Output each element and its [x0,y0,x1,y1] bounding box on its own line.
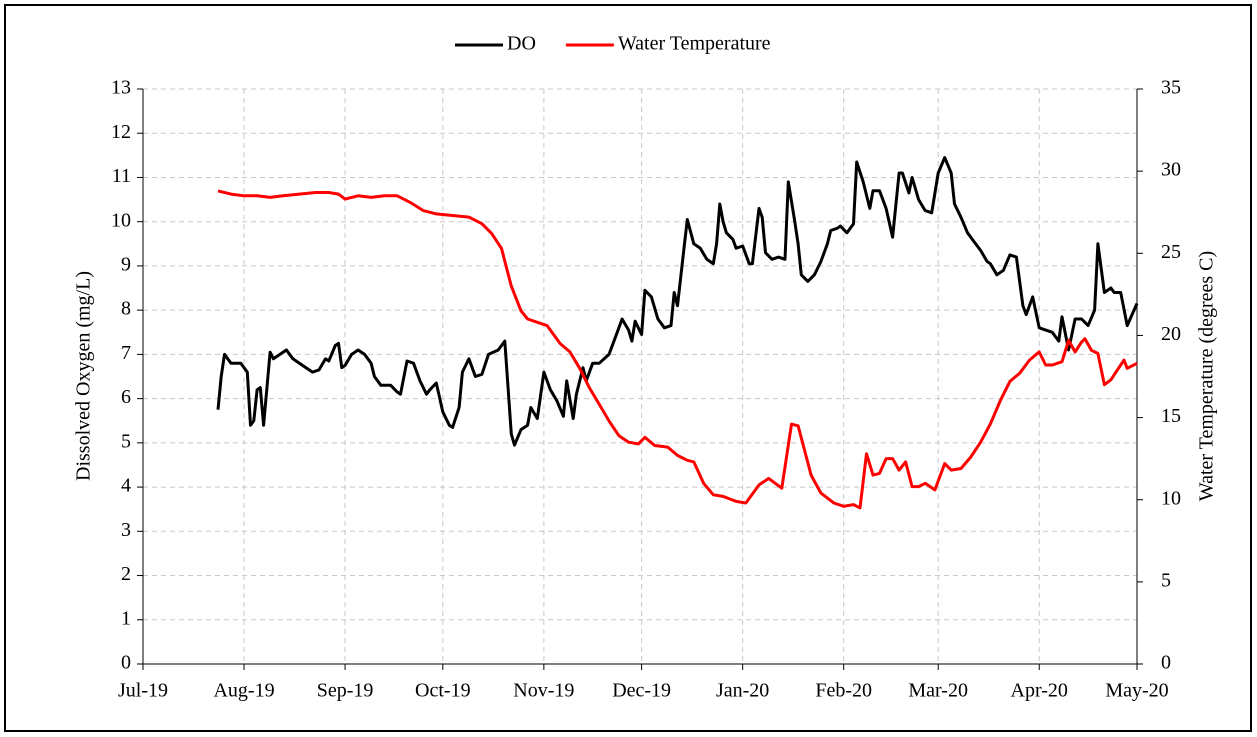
chart-border [4,4,1252,732]
y-tick-label: 1 [121,607,131,629]
data-line [217,189,1138,510]
y-tick-label: 13 [111,77,131,99]
x-tick-label: Jan-20 [716,680,769,702]
x-tick-label: Apr-20 [1011,680,1068,702]
y2-tick-label: 5 [1161,569,1171,591]
x-tick-label: Aug-19 [213,680,274,702]
x-tick-label: Mar-20 [908,680,968,702]
y-tick-label: 7 [121,342,131,364]
y2-tick-label: 15 [1161,405,1181,427]
x-tick-label: Oct-19 [415,680,471,702]
x-tick-label: May-20 [1105,680,1168,702]
legend-label: Water Temperature [618,33,771,55]
x-tick-label: Nov-19 [513,680,574,702]
y-tick-label: 0 [121,652,131,674]
y2-tick-label: 10 [1161,487,1181,509]
y-tick-label: 12 [111,121,131,143]
y-tick-label: 6 [121,386,131,408]
x-tick-label: Jul-19 [118,680,168,702]
y-tick-label: 5 [121,430,131,452]
y-tick-label: 11 [112,165,131,187]
y2-tick-label: 30 [1161,159,1181,181]
y-axis-label: Dissolved Oxygen (mg/L) [73,271,95,481]
data-line [216,156,1139,447]
y2-tick-label: 35 [1161,77,1181,99]
y2-axis-label: Water Temperature (degrees C) [1196,251,1218,501]
y-tick-label: 8 [121,298,131,320]
y-tick-label: 9 [121,254,131,276]
y-tick-label: 10 [111,209,131,231]
y-tick-label: 2 [121,563,131,585]
legend-label: DO [507,33,536,55]
x-tick-label: Feb-20 [815,680,872,702]
y2-tick-label: 20 [1161,323,1181,345]
y-tick-label: 4 [121,475,131,497]
x-tick-label: Sep-19 [317,680,374,702]
y2-tick-label: 25 [1161,241,1181,263]
y2-tick-label: 0 [1161,652,1171,674]
x-tick-label: Dec-19 [612,680,671,702]
y-tick-label: 3 [121,519,131,541]
